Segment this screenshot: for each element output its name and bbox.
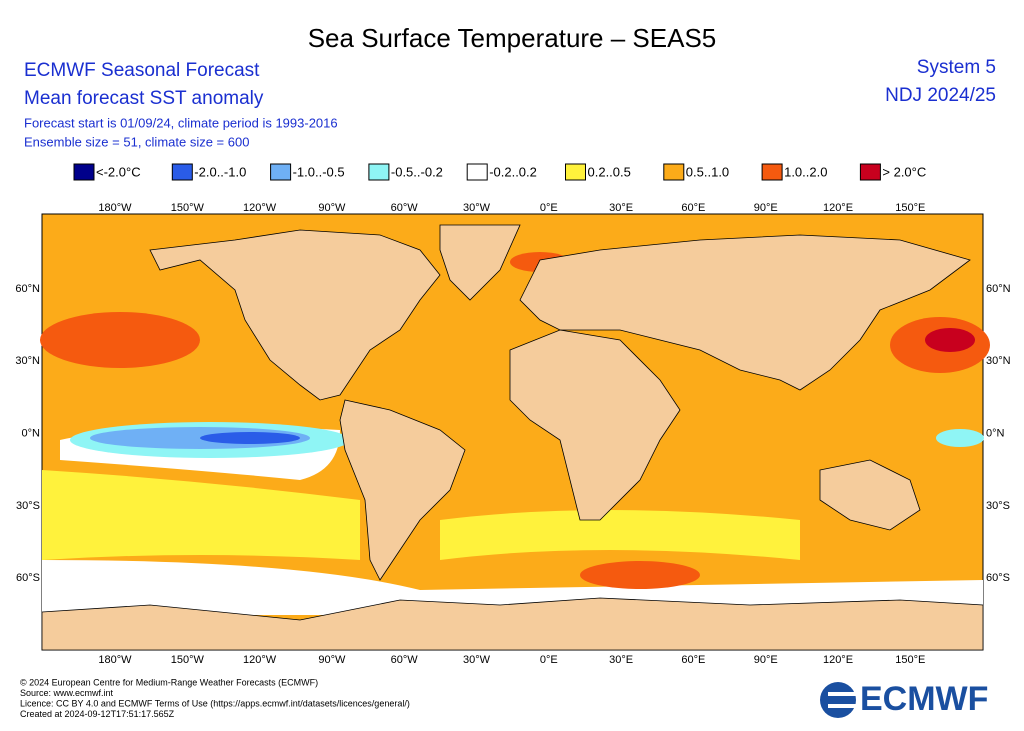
header-line: Mean forecast SST anomaly (24, 88, 264, 109)
anomaly-region (42, 560, 983, 615)
anomaly-region (936, 429, 984, 447)
legend-label: 0.2..0.5 (588, 164, 631, 179)
continent (819, 459, 921, 531)
legend-label: -2.0..-1.0 (194, 164, 246, 179)
lon-label: 150°E (895, 202, 925, 214)
anomaly-region (42, 470, 360, 560)
header-right: NDJ 2024/25 (885, 85, 996, 106)
lat-label: 60°N (15, 283, 40, 295)
title: Sea Surface Temperature – SEAS5 (308, 23, 717, 53)
lon-label: 90°W (318, 202, 346, 214)
lon-label: 90°E (754, 654, 778, 666)
anomaly-region (40, 312, 200, 368)
footer-line: Licence: CC BY 4.0 and ECMWF Terms of Us… (20, 698, 410, 708)
continent (41, 597, 984, 651)
legend-swatch (171, 163, 193, 181)
legend-label: 1.0..2.0 (784, 164, 827, 179)
anomaly-region (580, 561, 700, 589)
lat-label: 60°N (986, 283, 1011, 295)
legend-swatch (859, 163, 881, 181)
footer-line: Source: www.ecmwf.int (20, 688, 114, 698)
header-detail: Forecast start is 01/09/24, climate peri… (24, 115, 338, 130)
continent (519, 234, 971, 391)
footer-line: Created at 2024-09-12T17:51:17.565Z (20, 709, 175, 719)
legend-swatch (565, 163, 586, 181)
lat-label: 0°N (986, 428, 1005, 440)
legend-label: -0.5..-0.2 (391, 164, 443, 179)
lon-label: 60°E (681, 202, 705, 214)
legend-swatch (368, 163, 390, 181)
lat-label: 60°S (986, 572, 1010, 584)
anomaly-region (440, 510, 800, 560)
legend-label: -0.2..0.2 (489, 164, 537, 179)
logo-text: ECMWF (860, 680, 988, 718)
lat-label: 30°S (986, 500, 1010, 512)
legend-swatch (663, 163, 685, 181)
lat-label: 30°N (986, 355, 1011, 367)
legend-swatch (466, 163, 488, 181)
map-labels: 180°W 180°W 150°W 150°W 120°W 120°W 90°W 90°W 60… (15, 202, 1010, 666)
legend-label: <-2.0°C (96, 164, 141, 179)
legend-swatch (73, 163, 95, 181)
lon-label: 90°W (318, 654, 346, 666)
lon-label: 30°E (609, 654, 633, 666)
lon-label: 90°E (754, 202, 778, 214)
lon-label: 60°W (391, 202, 419, 214)
legend-label: -1.0..-0.5 (293, 164, 345, 179)
lon-label: 60°E (681, 654, 705, 666)
lon-label: 120°W (243, 202, 277, 214)
legend-swatch (270, 163, 292, 181)
lon-label: 150°W (171, 202, 205, 214)
lat-label: 0°N (22, 428, 41, 440)
lon-label: 120°E (823, 202, 853, 214)
lat-label: 60°S (16, 572, 40, 584)
anomaly-region (200, 432, 300, 444)
lon-label: 30°E (609, 202, 633, 214)
header-line: ECMWF Seasonal Forecast (24, 60, 260, 81)
logo: ECMWF (820, 680, 988, 718)
legend: <-2.0°C -2.0..-1.0 -1.0..-0.5 -0.5..-0.2 -0.… (73, 163, 926, 181)
logo-icon (828, 704, 858, 708)
lon-label: 180°W (98, 202, 132, 214)
lon-label: 120°E (823, 654, 853, 666)
anomaly-region (925, 328, 975, 352)
lat-label: 30°N (15, 355, 40, 367)
header-detail: Ensemble size = 51, climate size = 600 (24, 134, 249, 149)
continent (509, 329, 681, 521)
legend-label: > 2.0°C (882, 164, 926, 179)
footer-line: © 2024 European Centre for Medium-Range … (20, 677, 318, 687)
logo-icon (828, 692, 858, 696)
lat-label: 30°S (16, 500, 40, 512)
map (40, 213, 990, 651)
continent (339, 399, 466, 581)
continent (149, 229, 441, 401)
lon-label: 60°W (391, 654, 419, 666)
lon-label: 120°W (243, 654, 277, 666)
lon-label: 180°W (98, 654, 132, 666)
lon-label: 150°W (171, 654, 205, 666)
legend-label: 0.5..1.0 (686, 164, 729, 179)
footer: © 2024 European Centre for Medium-Range … (20, 677, 410, 719)
legend-swatch (761, 163, 783, 181)
lon-label: 30°W (463, 202, 491, 214)
lon-label: 0°E (540, 202, 558, 214)
lon-label: 150°E (895, 654, 925, 666)
lon-label: 30°W (463, 654, 491, 666)
lon-label: 0°E (540, 654, 558, 666)
header-right: System 5 (917, 57, 996, 78)
continent (439, 224, 521, 301)
logo-icon (820, 682, 856, 718)
